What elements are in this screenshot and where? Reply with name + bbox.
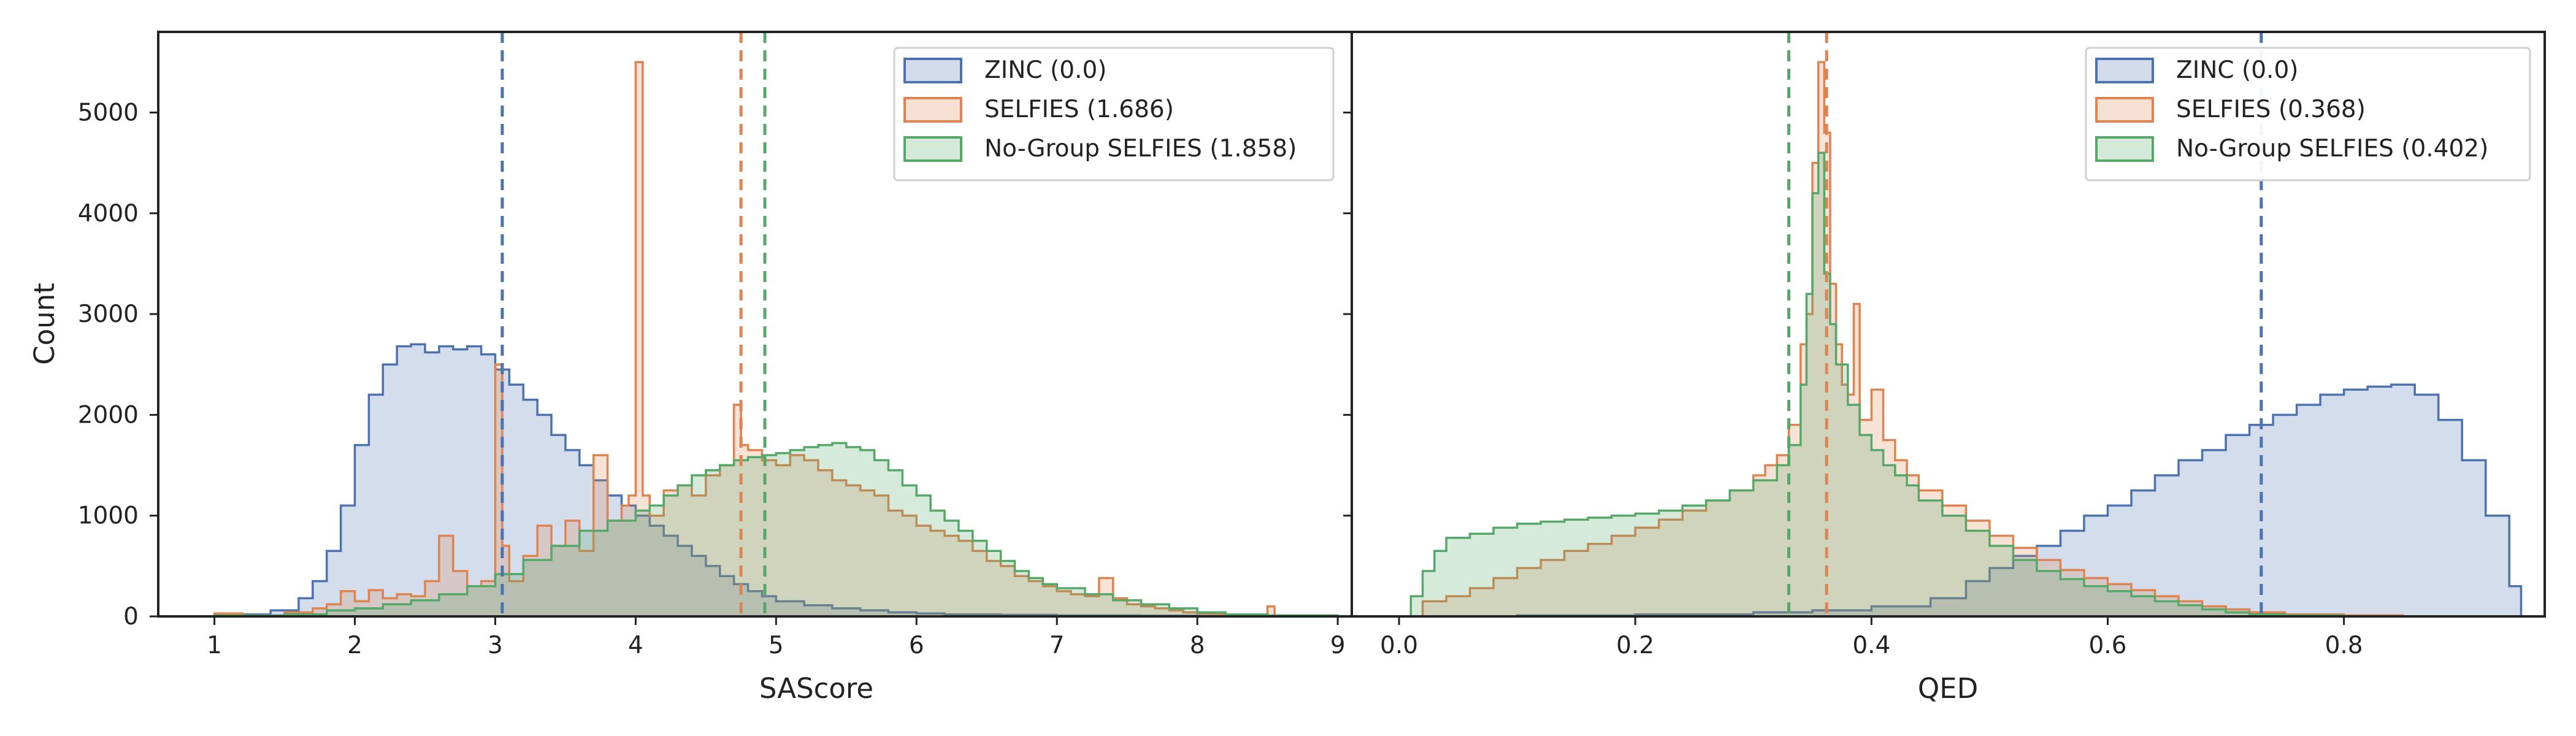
panel-2-no-group-selfies-0-402-fill bbox=[1399, 153, 2344, 617]
panel-2-x-tick-label-0: 0.0 bbox=[1380, 632, 1418, 659]
left-plot-area: 1 2 3 4 5 6 7 8 9 0 1000 2000 3000 4000 5000 bbox=[78, 32, 1346, 659]
panel-1-x-tick-label-5: 5 bbox=[769, 632, 784, 659]
panel-1-x-tick-label-2: 2 bbox=[347, 632, 362, 659]
left-legend-zinc-swatch bbox=[903, 58, 962, 83]
left-legend-selfies-label: SELFIES (1.686) bbox=[984, 96, 1174, 123]
panel-2-selfies-0-368-outline bbox=[1399, 61, 2404, 618]
left-x-axis-label: SAScore bbox=[759, 672, 873, 705]
panel-2-x-tick-label-0-2: 0.2 bbox=[1616, 632, 1654, 659]
right-plot-area: 0.0 0.2 0.4 0.6 0.8 bbox=[1343, 32, 2523, 659]
right-legend-selfies-swatch bbox=[2095, 97, 2154, 123]
right-x-axis-label: QED bbox=[1918, 672, 1979, 705]
panel-1-y-tick-label-4000: 4000 bbox=[78, 200, 139, 228]
panel-1-x-tick-label-9: 9 bbox=[1330, 632, 1346, 659]
right-legend-box bbox=[2085, 47, 2531, 182]
left-legend-nogroup-swatch bbox=[903, 136, 962, 162]
panel-2-x-tick-label-0-6: 0.6 bbox=[2088, 632, 2126, 659]
panel-1-x-tick-label-7: 7 bbox=[1049, 632, 1065, 659]
right-plot-frame bbox=[1351, 31, 2546, 618]
panel-2-selfies-0-368-fill bbox=[1399, 62, 2403, 617]
panel-2-zinc-0-0-fill bbox=[1399, 385, 2521, 616]
panel-1-selfies-1-686-outline bbox=[213, 61, 1339, 617]
panel-2-no-group-selfies-0-402-outline bbox=[1399, 151, 2345, 618]
right-panel: 0.0 0.2 0.4 0.6 0.8 ZINC (0.0) SELFIES (0.36… bbox=[1343, 31, 2546, 705]
panel-1-y-tick-label-0: 0 bbox=[123, 603, 139, 631]
panel-1-x-tick-label-8: 8 bbox=[1190, 632, 1205, 659]
left-legend-zinc-label: ZINC (0.0) bbox=[984, 56, 1106, 84]
panel-1-y-tick-label-5000: 5000 bbox=[78, 99, 139, 126]
right-legend-nogroup-swatch bbox=[2095, 136, 2154, 162]
panel-1-no-group-selfies-1-858-fill bbox=[214, 443, 1338, 616]
left-legend-nogroup-label: No-Group SELFIES (1.858) bbox=[984, 135, 1297, 163]
panel-1-y-tick-label-2000: 2000 bbox=[78, 401, 139, 429]
left-panel: 1 2 3 4 5 6 7 8 9 0 1000 2000 3000 4000 5000 ZINC (0.0… bbox=[28, 31, 1353, 705]
left-legend: ZINC (0.0) SELFIES (1.686) No-Group SELF… bbox=[893, 47, 1335, 182]
panel-1-x-tick-label-3: 3 bbox=[488, 632, 503, 659]
panel-2-x-tick-label-0-8: 0.8 bbox=[2325, 632, 2363, 659]
panel-1-x-tick-label-6: 6 bbox=[909, 632, 924, 659]
right-legend-zinc-label: ZINC (0.0) bbox=[2176, 56, 2298, 84]
left-legend-selfies-swatch bbox=[903, 97, 962, 123]
panel-1-no-group-selfies-1-858-outline bbox=[213, 442, 1339, 617]
panel-2-zinc-0-0-outline bbox=[1399, 383, 2523, 618]
panel-1-y-tick-label-3000: 3000 bbox=[78, 301, 139, 328]
panel-1-x-tick-label-4: 4 bbox=[628, 632, 643, 659]
panel-1-x-tick-label-1: 1 bbox=[207, 632, 222, 659]
right-legend-zinc-swatch bbox=[2095, 58, 2154, 83]
left-legend-box bbox=[893, 47, 1335, 182]
panel-1-y-tick-label-1000: 1000 bbox=[78, 502, 139, 530]
right-legend-nogroup-label: No-Group SELFIES (0.402) bbox=[2176, 135, 2488, 163]
left-y-axis-label: Count bbox=[28, 283, 61, 365]
right-legend-selfies-label: SELFIES (0.368) bbox=[2176, 96, 2366, 123]
panel-2-x-tick-label-0-4: 0.4 bbox=[1852, 632, 1890, 659]
right-legend: ZINC (0.0) SELFIES (0.368) No-Group SELF… bbox=[2085, 47, 2531, 182]
